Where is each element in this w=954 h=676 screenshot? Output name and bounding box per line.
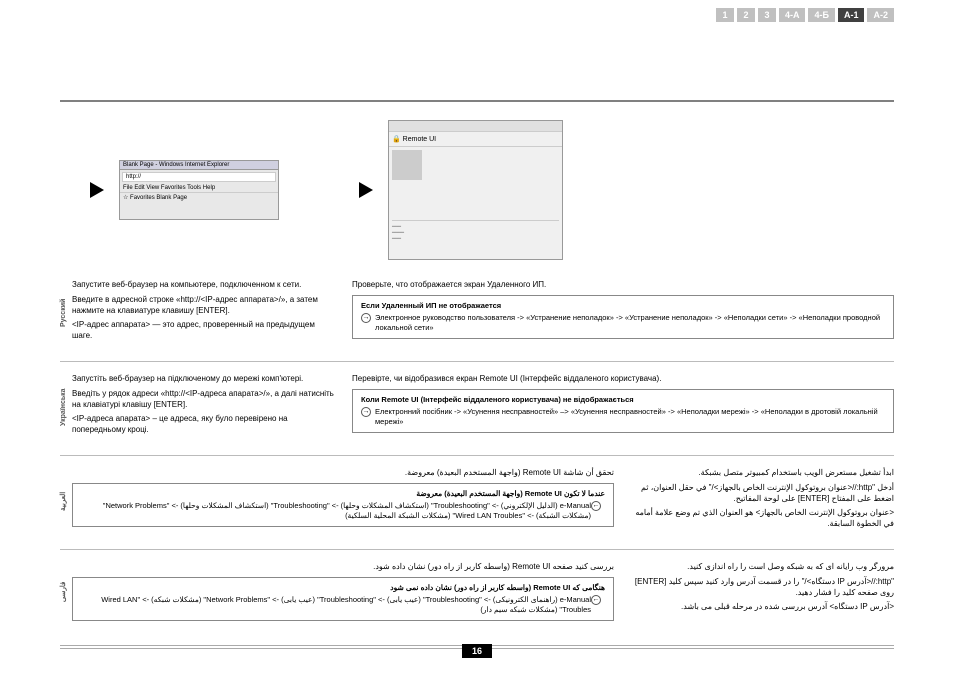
section-divider	[60, 361, 894, 362]
browser-title: Blank Page - Windows Internet Explorer	[120, 161, 278, 170]
illustrations-row: Blank Page - Windows Internet Explorer h…	[90, 120, 894, 260]
ukrainian-note: Коли Remote UI (Інтерфейс віддаленого ко…	[352, 389, 894, 433]
browser-url: http://	[122, 172, 276, 182]
note-text: e-Manual (راهنمای الکترونیکی) -> "Troubl…	[81, 595, 591, 615]
text: <IP-адрес аппарата> — это адрес, провере…	[72, 320, 337, 342]
text: Запустіть веб-браузер на підключеному до…	[72, 374, 337, 385]
text: Введіть у рядок адреси «http://<IP-адрес…	[72, 389, 337, 411]
page-tab: A-2	[867, 8, 894, 22]
text: Запустите веб-браузер на компьютере, под…	[72, 280, 337, 291]
remote-ui-title: 🔒 Remote UI	[389, 132, 562, 147]
page-tab: 3	[758, 8, 776, 22]
arrow-icon	[359, 182, 373, 198]
browser-screenshot: Blank Page - Windows Internet Explorer h…	[119, 160, 279, 220]
ukrainian-left: Запустіть веб-браузер на підключеному до…	[72, 374, 352, 440]
remote-ui-screenshot: 🔒 Remote UI ━━━━━━━━━━	[388, 120, 563, 260]
text: Перевірте, чи відобразився екран Remote …	[352, 374, 894, 385]
text: تحقق أن شاشة Remote UI (واجهة المستخدم ا…	[72, 468, 614, 479]
text: مرورگر وب رایانه ای که به شبکه وصل است ر…	[629, 562, 894, 573]
farsi-left: مرورگر وب رایانه ای که به شبکه وصل است ر…	[614, 562, 894, 621]
top-rule	[60, 100, 894, 102]
note-text: Електронний посібник -> «Усунення неспра…	[375, 407, 885, 427]
browser-menu: File Edit View Favorites Tools Help	[120, 184, 278, 193]
lang-label-arabic: العربية	[60, 468, 72, 534]
note-title: Коли Remote UI (Інтерфейс віддаленого ко…	[361, 395, 885, 405]
text: "http://<آدرس IP دستگاه>/" را در قسمت آد…	[629, 577, 894, 599]
remote-ui-header	[389, 121, 562, 132]
arrow-icon	[90, 182, 104, 198]
russian-note: Если Удаленный ИП не отображается → Элек…	[352, 295, 894, 339]
arrow-circle-icon: ←	[591, 595, 601, 605]
text: <عنوان بروتوكول الإنترنت الخاص بالجهاز> …	[629, 508, 894, 530]
page-tab: 2	[737, 8, 755, 22]
note-title: هنگامی که Remote UI (واسطه کاربر از راه …	[81, 583, 605, 593]
lang-label-russian: Русский	[60, 280, 72, 346]
note-text: e-Manual (الدليل الإلكتروني) -> "Trouble…	[81, 501, 591, 521]
page-tab: A-1	[838, 8, 865, 22]
note-text: Электронное руководство пользователя -> …	[375, 313, 885, 333]
page-tab: 1	[716, 8, 734, 22]
content-area: Blank Page - Windows Internet Explorer h…	[60, 120, 894, 636]
page-tabs: 1234-А4-Б A-1A-2	[716, 8, 894, 22]
arrow-circle-icon: ←	[591, 501, 601, 511]
arrow-circle-icon: →	[361, 313, 371, 323]
text: <IP-адреса апарата> – це адреса, яку бул…	[72, 414, 337, 436]
text: Введите в адресной строке «http://<IP-ад…	[72, 295, 337, 317]
farsi-right: بررسی کنید صفحه Remote UI (واسطه کاربر ا…	[72, 562, 614, 621]
page-tab: 4-А	[779, 8, 806, 22]
section-divider	[60, 455, 894, 456]
text: <آدرس IP دستگاه> آدرس بررسی شده در مرحله…	[629, 602, 894, 613]
note-title: عندما لا تكون Remote UI (واجهة المستخدم …	[81, 489, 605, 499]
arabic-note: عندما لا تكون Remote UI (واجهة المستخدم …	[72, 483, 614, 527]
lang-label-farsi: فارسی	[60, 562, 72, 621]
arabic-section: العربية ابدأ تشغيل مستعرض الويب باستخدام…	[60, 468, 894, 534]
remote-ui-body: ━━━━━━━━━━	[389, 147, 562, 245]
text: Проверьте, что отображается экран Удален…	[352, 280, 894, 291]
ukrainian-section: Українська Запустіть веб-браузер на підк…	[60, 374, 894, 440]
lang-label-ukrainian: Українська	[60, 374, 72, 440]
arabic-left: ابدأ تشغيل مستعرض الويب باستخدام كمبيوتر…	[614, 468, 894, 534]
page-number: 16	[462, 644, 492, 658]
arabic-right: تحقق أن شاشة Remote UI (واجهة المستخدم ا…	[72, 468, 614, 534]
browser-fav: ☆ Favorites Blank Page	[120, 193, 278, 202]
text: أدخل "http://<عنوان بروتوكول الإنترنت ال…	[629, 483, 894, 505]
section-divider	[60, 549, 894, 550]
farsi-note: هنگامی که Remote UI (واسطه کاربر از راه …	[72, 577, 614, 621]
ukrainian-right: Перевірте, чи відобразився екран Remote …	[352, 374, 894, 440]
russian-right: Проверьте, что отображается экран Удален…	[352, 280, 894, 346]
russian-left: Запустите веб-браузер на компьютере, под…	[72, 280, 352, 346]
russian-section: Русский Запустите веб-браузер на компьют…	[60, 280, 894, 346]
text: ابدأ تشغيل مستعرض الويب باستخدام كمبيوتر…	[629, 468, 894, 479]
text: بررسی کنید صفحه Remote UI (واسطه کاربر ا…	[72, 562, 614, 573]
farsi-section: فارسی مرورگر وب رایانه ای که به شبکه وصل…	[60, 562, 894, 621]
arrow-circle-icon: →	[361, 407, 371, 417]
page-tab: 4-Б	[808, 8, 834, 22]
note-title: Если Удаленный ИП не отображается	[361, 301, 885, 311]
